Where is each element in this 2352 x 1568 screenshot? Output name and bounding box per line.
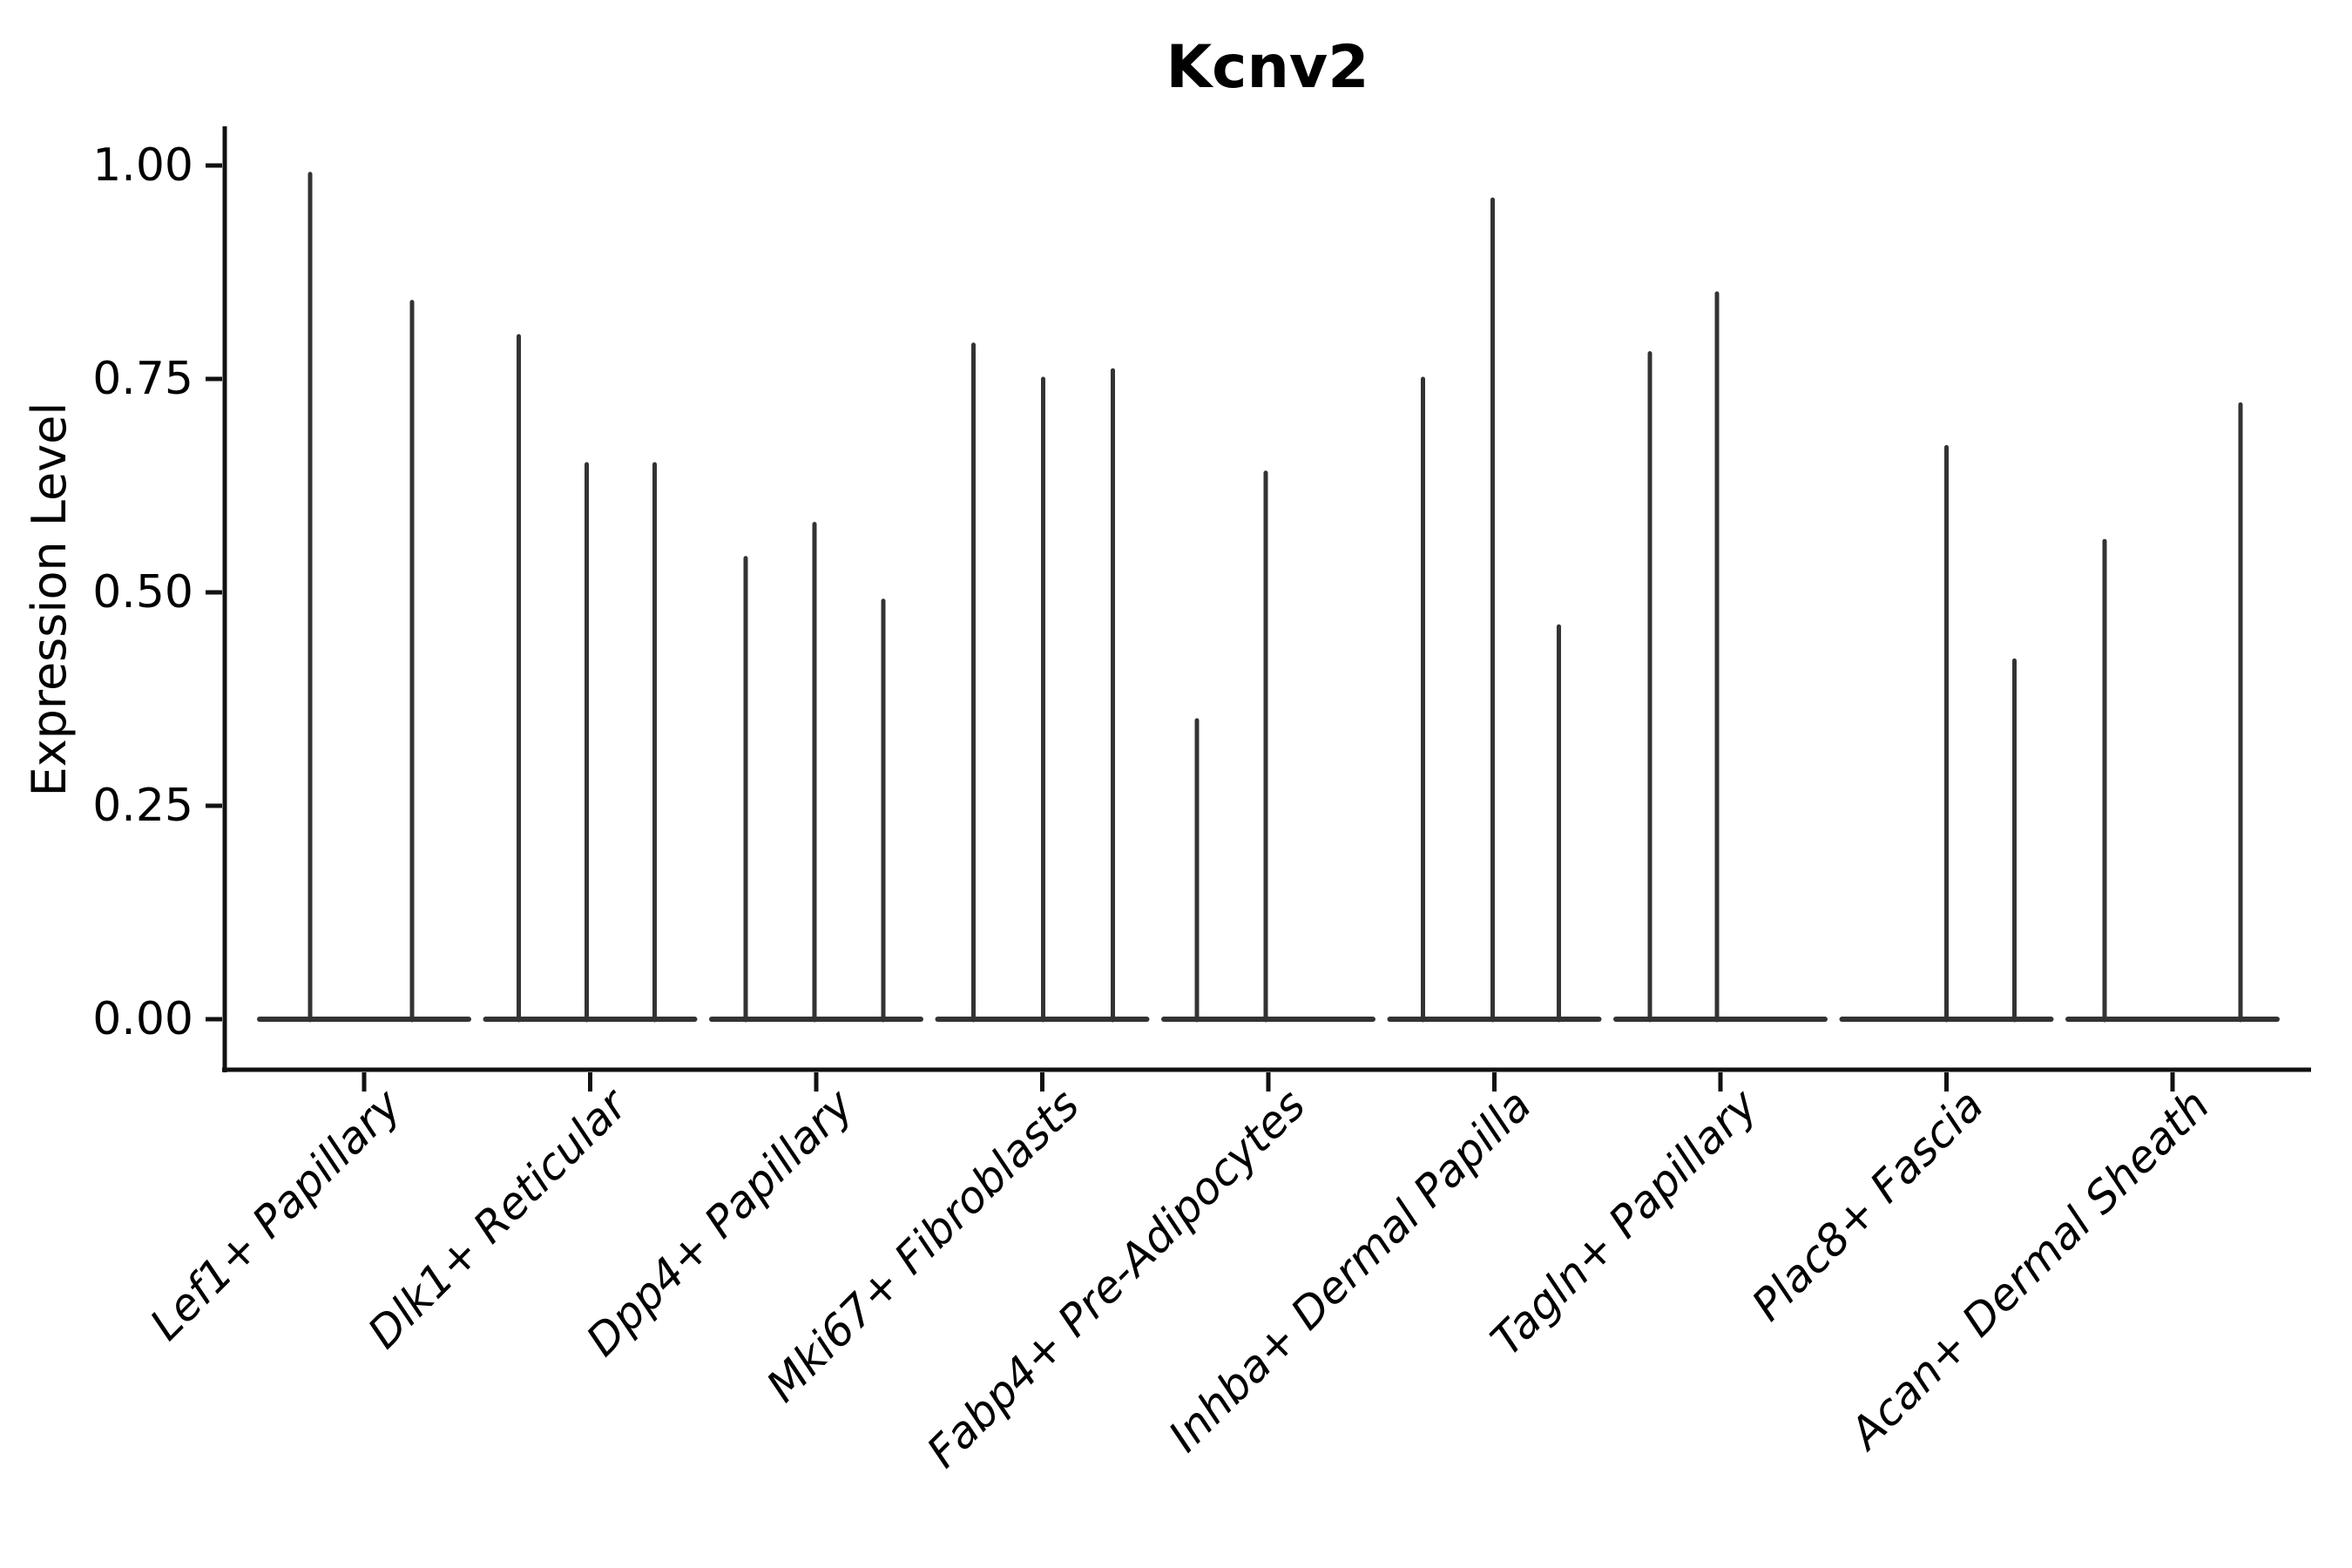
y-tick-label: 0.25 xyxy=(92,780,193,832)
y-axis-title: Expression Level xyxy=(22,402,77,797)
y-tick-label: 0.50 xyxy=(92,566,193,618)
y-axis-ticks: 0.00 0.25 0.50 0.75 1.00 xyxy=(92,139,222,1045)
y-tick-label: 0.75 xyxy=(92,353,193,405)
violins xyxy=(257,172,2280,1023)
plot-title: Kcnv2 xyxy=(1166,33,1369,102)
y-tick-label: 1.00 xyxy=(92,139,193,192)
y-tick-label: 0.00 xyxy=(92,993,193,1045)
